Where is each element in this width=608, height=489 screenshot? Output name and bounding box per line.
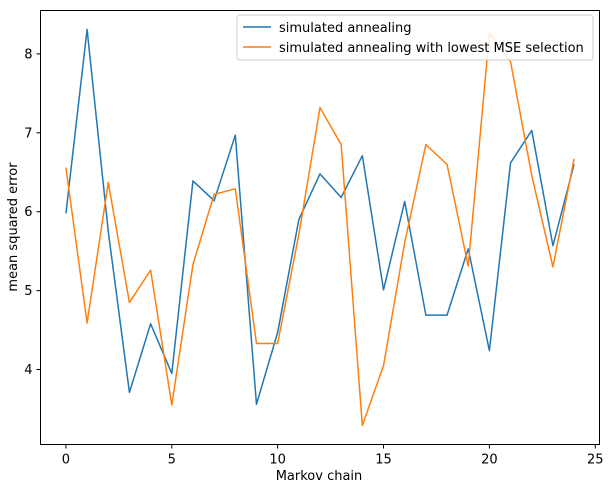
x-tick-label: 25 xyxy=(587,453,604,468)
legend-box xyxy=(236,14,594,61)
y-tick-label: 8 xyxy=(24,47,32,62)
legend-label-lowest-mse-selection: simulated annealing with lowest MSE sele… xyxy=(279,41,584,56)
y-tick-label: 4 xyxy=(24,363,32,378)
y-tick-label: 6 xyxy=(24,205,32,220)
legend-label-simulated-annealing: simulated annealing xyxy=(279,21,411,36)
plot-frame xyxy=(40,10,600,445)
legend: simulated annealing simulated annealing … xyxy=(236,14,594,61)
x-tick-label: 5 xyxy=(168,453,176,468)
y-axis-label: mean squared error xyxy=(6,162,21,292)
x-tick-label: 0 xyxy=(62,453,70,468)
y-tick-label: 5 xyxy=(24,284,32,299)
ticks-layer: 0 5 10 15 20 25 4 5 6 7 8 xyxy=(24,47,603,467)
x-tick-label: 20 xyxy=(481,453,498,468)
x-tick-label: 10 xyxy=(269,453,286,468)
x-tick-label: 15 xyxy=(375,453,392,468)
x-axis-label: Markov chain xyxy=(276,469,363,484)
series-line-simulated-annealing xyxy=(65,28,575,406)
y-tick-label: 7 xyxy=(24,126,32,141)
